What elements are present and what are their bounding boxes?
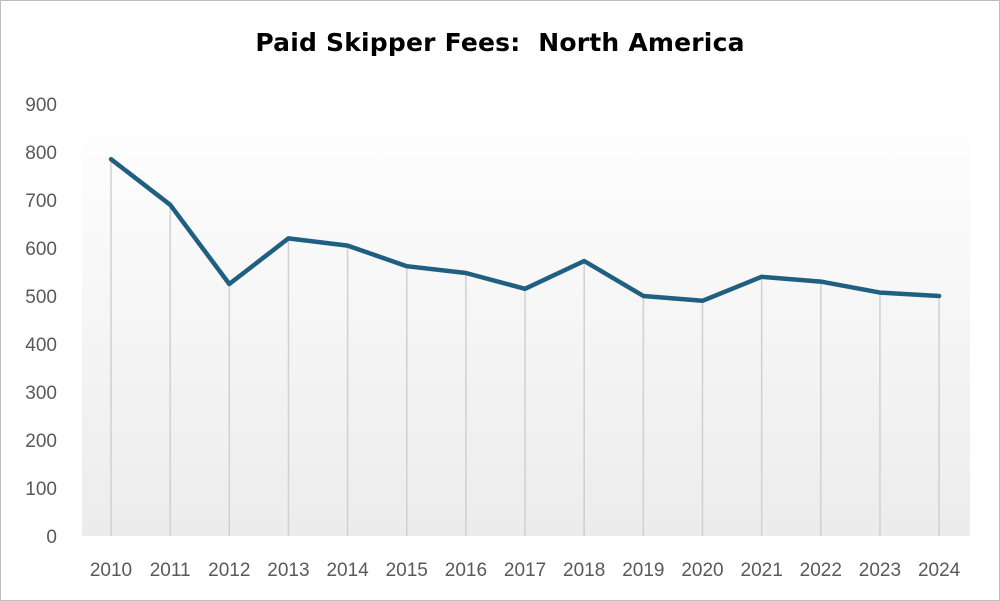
chart-title: Paid Skipper Fees: North America	[255, 28, 745, 57]
x-tick-label: 2018	[563, 560, 605, 581]
y-tick-label: 100	[25, 479, 57, 500]
x-tick-label: 2019	[622, 560, 664, 581]
x-tick-label: 2020	[681, 560, 723, 581]
y-tick-label: 300	[25, 383, 57, 404]
plot-area	[82, 104, 970, 536]
x-tick-label: 2016	[445, 560, 487, 581]
y-tick-label: 600	[25, 239, 57, 260]
drop-lines	[110, 159, 940, 536]
x-tick-label: 2010	[90, 560, 132, 581]
y-axis: 0 100 200 300 400 500 600 700 800 900	[25, 95, 57, 548]
y-tick-label: 500	[25, 287, 57, 308]
x-tick-label: 2021	[741, 560, 783, 581]
y-tick-label: 400	[25, 335, 57, 356]
x-tick-label: 2023	[859, 560, 901, 581]
x-tick-label: 2024	[918, 560, 961, 581]
series-line	[108, 156, 942, 304]
x-tick-label: 2017	[504, 560, 546, 581]
y-tick-label: 900	[25, 95, 57, 116]
x-tick-label: 2011	[150, 560, 191, 581]
x-tick-label: 2014	[326, 560, 369, 581]
x-axis: 2010 2011 2012 2013 2014 2015 2016 2017 2018 2019…	[90, 560, 961, 581]
x-tick-label: 2013	[267, 560, 309, 581]
y-tick-label: 700	[25, 191, 57, 212]
y-tick-label: 200	[25, 431, 57, 452]
y-tick-label: 800	[25, 143, 57, 164]
x-tick-label: 2022	[800, 560, 842, 581]
x-tick-label: 2012	[208, 560, 250, 581]
y-tick-label: 0	[46, 527, 57, 548]
x-tick-label: 2015	[386, 560, 428, 581]
